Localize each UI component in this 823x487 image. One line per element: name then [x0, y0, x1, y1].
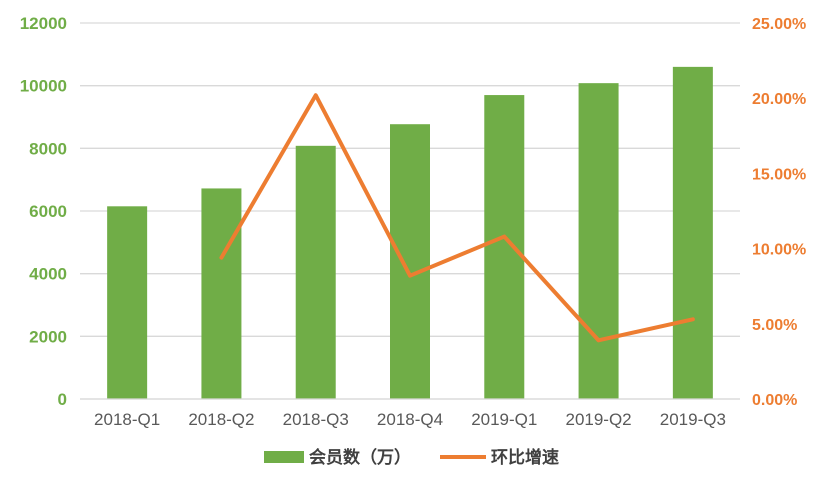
- x-tick-label: 2019-Q2: [565, 410, 631, 429]
- right-tick-label: 20.00%: [752, 91, 806, 108]
- right-tick-label: 0.00%: [752, 392, 797, 409]
- bar: [484, 95, 525, 400]
- right-axis: 0.00% 5.00% 10.00% 15.00% 20.00% 25.00%: [752, 16, 806, 409]
- left-tick-label: 8000: [29, 139, 67, 158]
- bar: [578, 83, 619, 399]
- line-series: [219, 93, 695, 343]
- legend-label-bar: 会员数（万）: [309, 447, 411, 467]
- bar: [672, 66, 713, 399]
- left-tick-label: 0: [58, 390, 67, 409]
- bar: [390, 124, 430, 399]
- bar: [201, 188, 242, 399]
- x-tick-label: 2018-Q3: [283, 410, 349, 429]
- left-tick-label: 6000: [29, 202, 67, 221]
- legend: 会员数（万） 环比增速: [264, 447, 559, 467]
- right-tick-label: 10.00%: [752, 242, 806, 259]
- x-tick-label: 2019-Q1: [471, 410, 537, 429]
- legend-label-line: 环比增速: [491, 447, 559, 467]
- x-tick-label: 2018-Q4: [377, 410, 443, 429]
- bar: [295, 145, 336, 399]
- x-tick-label: 2018-Q1: [94, 410, 160, 429]
- x-tick-label: 2018-Q2: [188, 410, 254, 429]
- legend-swatch-bar: [264, 451, 304, 463]
- x-tick-label: 2019-Q3: [660, 410, 726, 429]
- right-tick-label: 25.00%: [752, 16, 806, 33]
- left-tick-label: 10000: [20, 77, 67, 96]
- left-axis: 0 2000 4000 6000 8000 10000 12000: [20, 14, 67, 409]
- right-tick-label: 5.00%: [752, 317, 797, 334]
- bar: [107, 206, 148, 399]
- left-tick-label: 2000: [29, 327, 67, 346]
- left-tick-label: 12000: [20, 14, 67, 33]
- bar-series: [107, 66, 713, 400]
- left-tick-label: 4000: [29, 265, 67, 284]
- growth-line: [219, 93, 695, 343]
- right-tick-label: 15.00%: [752, 166, 806, 183]
- x-axis: 2018-Q1 2018-Q2 2018-Q3 2018-Q4 2019-Q1 2019-…: [80, 398, 740, 429]
